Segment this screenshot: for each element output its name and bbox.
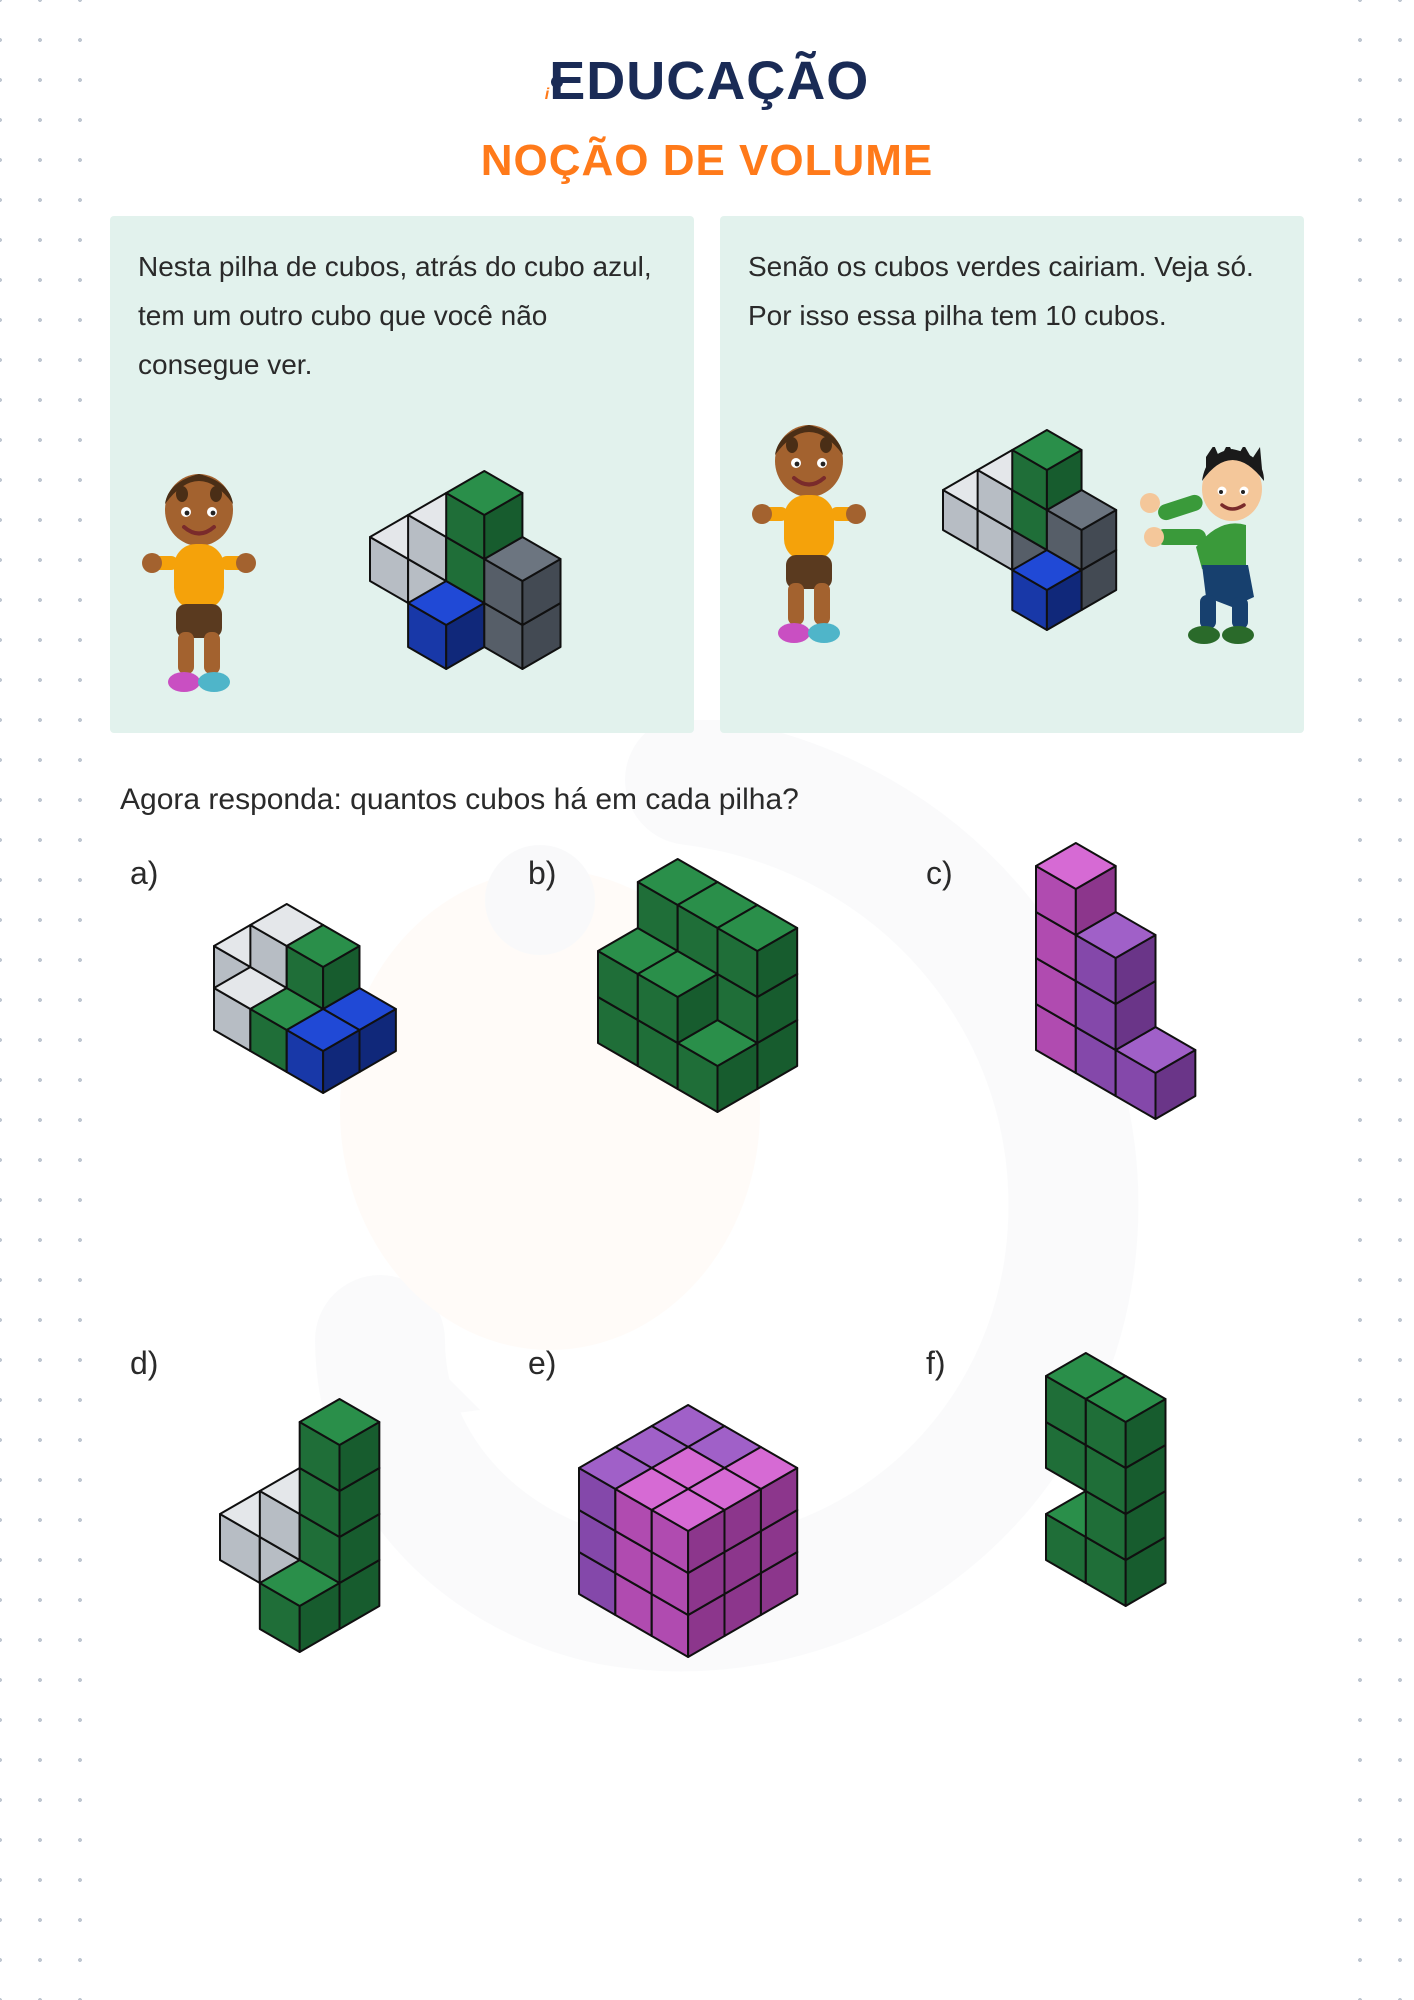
- example-text-left: Nesta pilha de cubos, atrás do cubo azul…: [138, 242, 666, 389]
- cell-d: d): [120, 1353, 498, 1633]
- exercise-grid: a) b) c) d) e) f): [110, 863, 1304, 1633]
- page-title: NOÇÃO DE VOLUME: [110, 136, 1304, 186]
- example-scene-left: [138, 403, 666, 713]
- example-box-right: Senão os cubos verdes cairiam. Veja só. …: [720, 216, 1304, 733]
- kid-boy-icon: [744, 415, 874, 660]
- logo-text: EDUCAÇÃO: [549, 51, 869, 111]
- logo-i-icon: i: [545, 86, 549, 103]
- worksheet-content: iEDUCAÇÃO NOÇÃO DE VOLUME Nesta pilha de…: [0, 0, 1414, 1633]
- cell-b: b): [518, 863, 896, 1143]
- example-row: Nesta pilha de cubos, atrás do cubo azul…: [110, 216, 1304, 733]
- example-text-right: Senão os cubos verdes cairiam. Veja só. …: [748, 242, 1276, 340]
- cell-e: e): [518, 1353, 896, 1633]
- brand-logo: iEDUCAÇÃO: [110, 50, 1304, 112]
- example-scene-right: [748, 354, 1276, 664]
- kid-push-icon: [1136, 447, 1286, 652]
- cell-a: a): [120, 863, 498, 1143]
- cell-c: c): [916, 863, 1294, 1143]
- cell-f: f): [916, 1353, 1294, 1633]
- question-text: Agora responda: quantos cubos há em cada…: [120, 783, 1304, 817]
- example-box-left: Nesta pilha de cubos, atrás do cubo azul…: [110, 216, 694, 733]
- kid-boy-icon: [134, 464, 264, 709]
